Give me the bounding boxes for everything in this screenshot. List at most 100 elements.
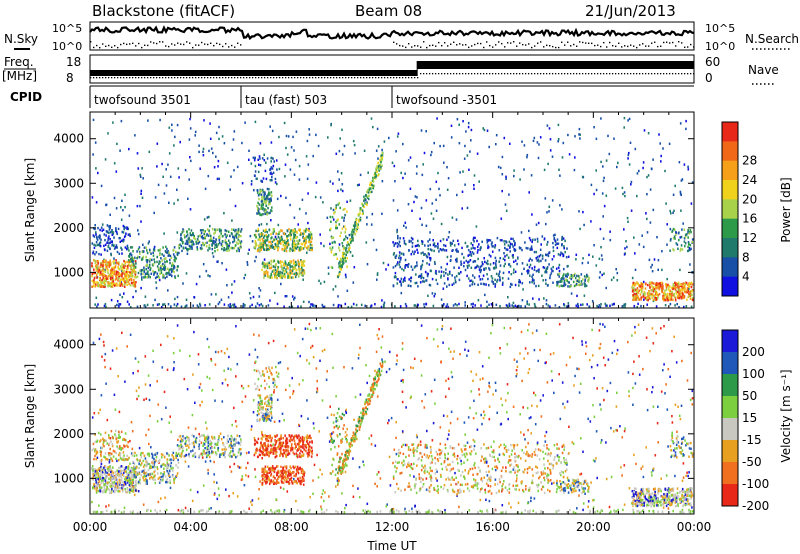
scatter-cell <box>433 378 436 381</box>
scatter-cell <box>129 259 131 262</box>
scatter-cell <box>156 265 159 268</box>
scatter-cell <box>126 265 129 268</box>
scatter-cell <box>100 263 102 266</box>
scatter-cell <box>129 253 131 256</box>
scatter-cell <box>214 240 217 244</box>
scatter-cell <box>162 276 164 279</box>
nave-dot <box>231 77 233 79</box>
scatter-cell <box>190 159 192 163</box>
scatter-cell <box>395 150 397 153</box>
scatter-cell <box>95 244 97 247</box>
scatter-cell <box>217 487 220 490</box>
scatter-cell <box>137 369 139 373</box>
scatter-cell <box>623 191 626 194</box>
scatter-cell <box>634 298 636 301</box>
scatter-cell <box>538 298 540 301</box>
scatter-cell <box>424 270 427 274</box>
scatter-cell <box>263 236 265 239</box>
scatter-cell <box>144 295 147 298</box>
scatter-cell <box>138 250 141 254</box>
scatter-cell <box>548 251 551 254</box>
scatter-cell <box>346 257 348 260</box>
scatter-cell <box>544 259 547 262</box>
scatter-cell <box>191 247 193 250</box>
scatter-cell <box>295 247 298 250</box>
scatter-cell <box>230 175 232 178</box>
scatter-cell <box>181 238 183 241</box>
scatter-cell <box>118 252 121 255</box>
scatter-cell <box>267 244 270 247</box>
scatter-cell <box>346 265 348 268</box>
scatter-cell <box>469 259 472 262</box>
scatter-cell <box>220 232 222 235</box>
scatter-cell <box>122 224 125 228</box>
scatter-cell <box>387 263 390 267</box>
scatter-cell <box>266 238 269 241</box>
scatter-cell <box>253 234 256 237</box>
scatter-cell <box>148 442 150 446</box>
nave-dot <box>504 73 506 75</box>
scatter-cell <box>640 304 642 308</box>
scatter-cell <box>197 305 200 309</box>
scatter-cell <box>410 279 412 283</box>
scatter-cell <box>623 253 626 256</box>
scatter-cell <box>129 234 131 238</box>
scatter-cell <box>419 275 422 278</box>
scatter-cell <box>258 238 261 241</box>
scatter-cell <box>476 264 478 267</box>
scatter-cell <box>333 253 335 257</box>
scatter-cell <box>656 285 658 289</box>
power-ylabel: Slant Range [km] <box>23 158 37 262</box>
scatter-cell <box>385 268 387 271</box>
scatter-cell <box>108 504 110 507</box>
scatter-cell <box>258 212 261 215</box>
scatter-cell <box>690 281 693 284</box>
scatter-cell <box>205 421 207 424</box>
scatter-cell <box>272 443 274 446</box>
scatter-cell <box>207 468 209 472</box>
scatter-cell <box>139 173 142 177</box>
scatter-cell <box>111 349 114 352</box>
scatter-cell <box>284 275 287 278</box>
scatter-cell <box>329 246 331 250</box>
nsky-trace <box>89 25 695 41</box>
scatter-cell <box>339 234 341 238</box>
scatter-cell <box>228 249 230 252</box>
scatter-cell <box>636 281 638 284</box>
scatter-cell <box>279 260 282 263</box>
scatter-cell <box>334 285 337 288</box>
scatter-cell <box>381 358 383 361</box>
scatter-cell <box>666 243 668 246</box>
scatter-cell <box>283 262 285 265</box>
scatter-cell <box>526 270 528 273</box>
scatter-cell <box>258 208 260 211</box>
scatter-cell <box>116 481 119 484</box>
scatter-cell <box>301 261 304 264</box>
scatter-cell <box>173 270 175 274</box>
scatter-cell <box>129 252 132 255</box>
scatter-cell <box>263 276 265 279</box>
scatter-cell <box>320 242 322 245</box>
scatter-cell <box>425 130 427 133</box>
scatter-cell <box>523 144 526 147</box>
scatter-cell <box>688 243 690 246</box>
scatter-cell <box>303 232 305 235</box>
scatter-cell <box>293 229 295 232</box>
scatter-cell <box>570 274 573 278</box>
scatter-cell <box>554 243 557 246</box>
scatter-cell <box>446 255 449 259</box>
scatter-cell <box>287 263 289 266</box>
scatter-cell <box>665 294 668 297</box>
scatter-cell <box>519 281 521 284</box>
scatter-cell <box>641 465 644 468</box>
scatter-cell <box>172 368 175 372</box>
scatter-cell <box>677 296 679 299</box>
scatter-cell <box>532 273 534 276</box>
scatter-cell <box>593 377 595 380</box>
scatter-cell <box>548 205 551 208</box>
scatter-cell <box>309 231 312 234</box>
scatter-cell <box>393 164 396 168</box>
scatter-cell <box>265 161 267 164</box>
scatter-cell <box>624 305 626 308</box>
scatter-cell <box>474 266 476 270</box>
